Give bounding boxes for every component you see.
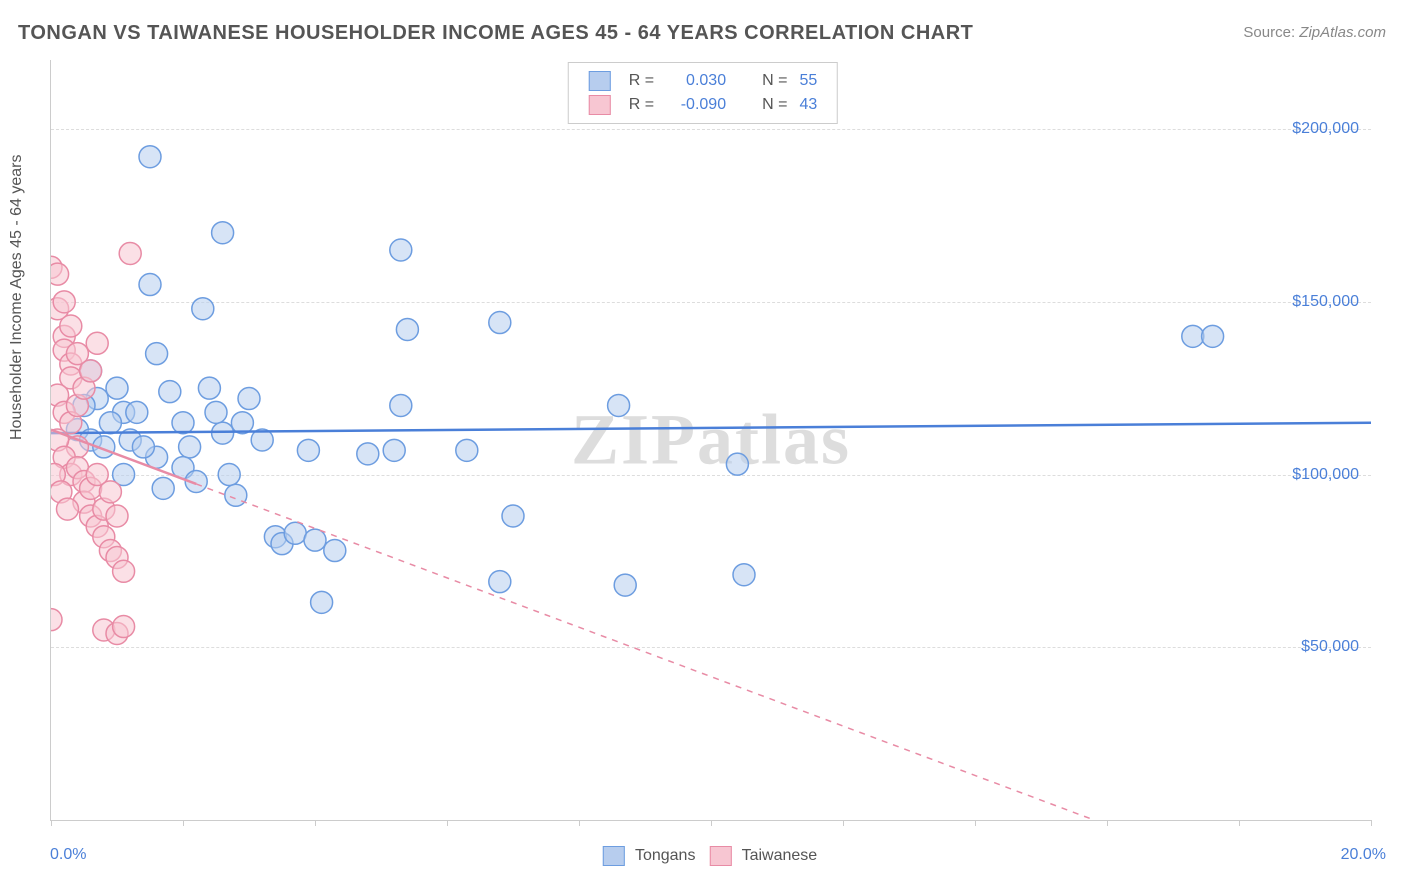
legend-n-value: 43: [793, 93, 823, 117]
data-point: [179, 436, 201, 458]
x-tick: [711, 820, 712, 826]
data-point: [51, 609, 62, 631]
x-tick: [183, 820, 184, 826]
data-point: [132, 436, 154, 458]
legend-series-label: Tongans: [631, 847, 696, 864]
plot-area: ZIPatlas $50,000$100,000$150,000$200,000: [50, 60, 1371, 821]
data-point: [238, 388, 260, 410]
data-point: [192, 298, 214, 320]
data-point: [51, 263, 69, 285]
legend-correlation-row: R =0.030 N =55: [583, 69, 823, 93]
x-tick: [975, 820, 976, 826]
data-point: [99, 481, 121, 503]
data-point: [502, 505, 524, 527]
data-point: [113, 560, 135, 582]
data-point: [106, 505, 128, 527]
data-point: [60, 315, 82, 337]
data-point: [80, 360, 102, 382]
trend-line-dashed: [196, 484, 1094, 820]
legend-r-label: R =: [623, 69, 660, 93]
data-point: [383, 439, 405, 461]
data-point: [390, 239, 412, 261]
data-point: [119, 242, 141, 264]
legend-n-label: N =: [756, 93, 793, 117]
x-axis-min-label: 0.0%: [50, 846, 86, 864]
data-point: [146, 343, 168, 365]
x-tick: [51, 820, 52, 826]
source-attribution: Source: ZipAtlas.com: [1243, 24, 1386, 41]
data-point: [324, 540, 346, 562]
data-point: [205, 401, 227, 423]
scatter-svg: [51, 60, 1371, 820]
legend-swatch: [709, 846, 731, 866]
data-point: [456, 439, 478, 461]
legend-swatch: [589, 95, 611, 115]
legend-r-label: R =: [623, 93, 660, 117]
data-point: [57, 498, 79, 520]
data-point: [357, 443, 379, 465]
data-point: [218, 464, 240, 486]
data-point: [139, 146, 161, 168]
data-point: [212, 222, 234, 244]
data-point: [99, 412, 121, 434]
x-axis-max-label: 20.0%: [1341, 846, 1386, 864]
data-point: [53, 291, 75, 313]
data-point: [1182, 325, 1204, 347]
legend-swatch: [589, 71, 611, 91]
legend-correlation: R =0.030 N =55 R =-0.090 N =43: [568, 62, 838, 124]
legend-n-value: 55: [793, 69, 823, 93]
data-point: [198, 377, 220, 399]
x-tick: [579, 820, 580, 826]
legend-correlation-row: R =-0.090 N =43: [583, 93, 823, 117]
data-point: [489, 571, 511, 593]
data-point: [733, 564, 755, 586]
data-point: [284, 522, 306, 544]
data-point: [159, 381, 181, 403]
data-point: [139, 274, 161, 296]
data-point: [311, 591, 333, 613]
source-value: ZipAtlas.com: [1299, 24, 1386, 41]
data-point: [126, 401, 148, 423]
x-tick: [315, 820, 316, 826]
legend-swatch: [603, 846, 625, 866]
legend-series: Tongans Taiwanese: [589, 846, 817, 866]
legend-n-label: N =: [756, 69, 793, 93]
x-tick: [447, 820, 448, 826]
data-point: [86, 332, 108, 354]
data-point: [390, 394, 412, 416]
data-point: [172, 412, 194, 434]
chart-title: TONGAN VS TAIWANESE HOUSEHOLDER INCOME A…: [18, 22, 973, 45]
data-point: [396, 318, 418, 340]
legend-r-value: -0.090: [660, 93, 732, 117]
data-point: [152, 477, 174, 499]
data-point: [489, 312, 511, 334]
data-point: [106, 377, 128, 399]
data-point: [614, 574, 636, 596]
x-tick: [843, 820, 844, 826]
data-point: [726, 453, 748, 475]
data-point: [1202, 325, 1224, 347]
data-point: [212, 422, 234, 444]
data-point: [113, 616, 135, 638]
data-point: [225, 484, 247, 506]
legend-r-value: 0.030: [660, 69, 732, 93]
legend-series-label: Taiwanese: [737, 847, 817, 864]
data-point: [297, 439, 319, 461]
x-tick: [1239, 820, 1240, 826]
x-tick: [1371, 820, 1372, 826]
data-point: [608, 394, 630, 416]
y-axis-label: Householder Income Ages 45 - 64 years: [8, 155, 26, 441]
x-tick: [1107, 820, 1108, 826]
source-label: Source:: [1243, 24, 1299, 41]
data-point: [304, 529, 326, 551]
